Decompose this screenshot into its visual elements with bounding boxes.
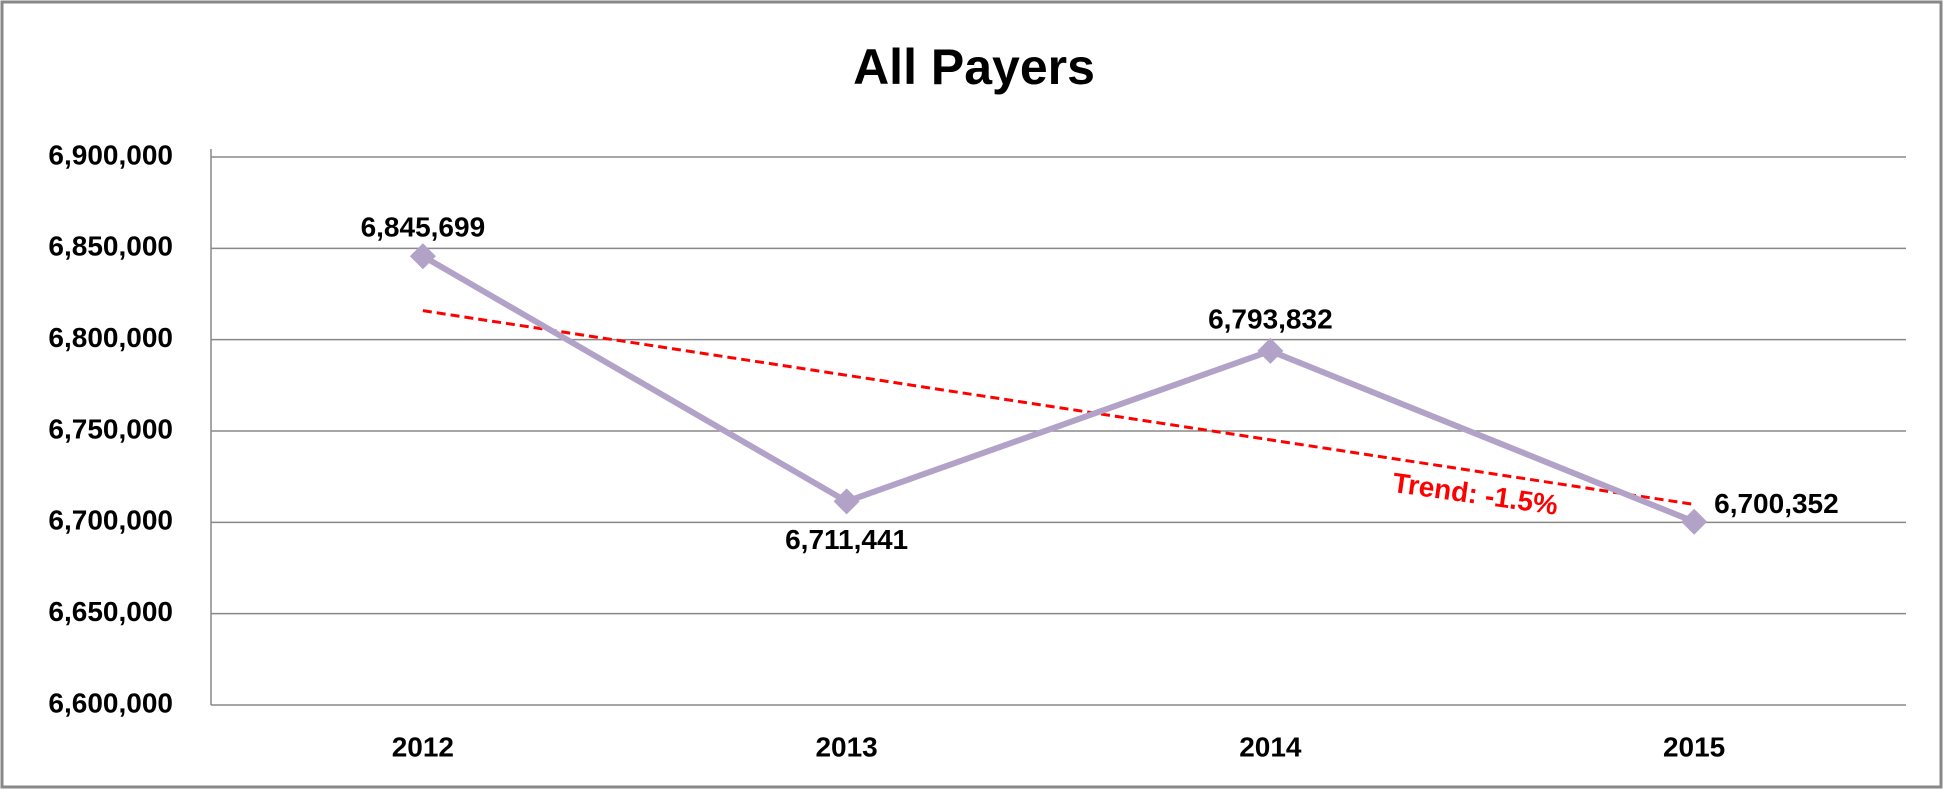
data-label: 6,711,441 <box>785 524 908 555</box>
data-point <box>409 243 436 270</box>
series-line <box>421 253 1696 525</box>
data-point <box>1681 508 1708 535</box>
data-label: 6,700,352 <box>1714 488 1839 519</box>
data-point <box>1257 337 1284 364</box>
x-tick-label: 2015 <box>1663 731 1725 762</box>
y-tick-label: 6,800,000 <box>48 322 173 353</box>
data-label: 6,845,699 <box>361 212 486 243</box>
data-point <box>833 488 860 515</box>
y-tick-label: 6,700,000 <box>48 505 173 536</box>
trendline <box>422 309 1695 506</box>
y-tick-label: 6,650,000 <box>48 596 173 627</box>
data-label: 6,793,832 <box>1208 303 1333 334</box>
x-tick-label: 2012 <box>392 731 454 762</box>
y-tick-label: 6,600,000 <box>48 687 173 718</box>
chart-title: All Payers <box>853 39 1095 95</box>
y-tick-label: 6,750,000 <box>48 413 173 444</box>
x-tick-label: 2014 <box>1239 731 1302 762</box>
y-tick-label: 6,900,000 <box>48 139 173 170</box>
x-tick-label: 2013 <box>815 731 877 762</box>
y-tick-label: 6,850,000 <box>48 231 173 262</box>
